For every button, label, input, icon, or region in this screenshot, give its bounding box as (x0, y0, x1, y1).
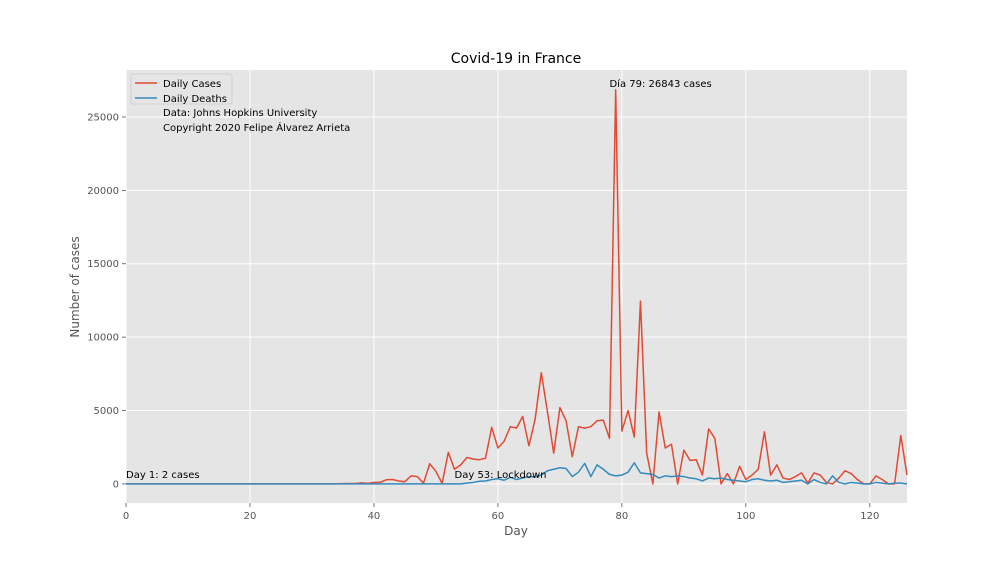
annotation-label: Día 79: 26843 cases (609, 78, 711, 90)
x-tick-label: 20 (244, 511, 257, 522)
x-tick-label: 40 (368, 511, 381, 522)
x-tick-label: 100 (736, 511, 755, 522)
y-tick-label: 5000 (94, 406, 119, 417)
annotation-label: Day 1: 2 cases (126, 470, 200, 481)
x-axis-ticks: 0 20 40 60 80 100 120 (123, 503, 879, 522)
y-axis-label: Number of cases (68, 236, 82, 337)
grid-lines (125, 70, 907, 503)
y-tick-label: 20000 (87, 186, 119, 197)
series-lines (125, 89, 908, 485)
y-tick-label: 0 (113, 479, 119, 490)
plot-area (126, 70, 907, 503)
y-tick-label: 10000 (87, 333, 119, 344)
series-line-daily-deaths (126, 462, 908, 485)
x-tick-label: 0 (123, 511, 129, 522)
annotations: Día 79: 26843 cases Day 1: 2 cases Day 53:… (126, 78, 712, 481)
y-tick-label: 25000 (87, 112, 119, 123)
y-axis-ticks: 0 5000 10000 15000 20000 25000 (87, 112, 126, 490)
chart-title: Covid-19 in France (451, 51, 581, 67)
x-tick-label: 60 (492, 511, 505, 522)
legend-box (130, 73, 233, 105)
legend: Daily Cases Daily Deaths Data: Johns Hop… (130, 73, 350, 134)
legend-label-cases: Daily Cases (163, 79, 221, 90)
annotation-label: Day 53: Lockdown (455, 470, 547, 481)
x-tick-label: 80 (616, 511, 629, 522)
x-axis-label: Day (504, 524, 528, 538)
legend-label-deaths: Daily Deaths (163, 94, 227, 105)
legend-note-data-source: Data: Johns Hopkins University (163, 108, 317, 119)
legend-note-copyright: Copyright 2020 Felipe Álvarez Arrieta (163, 121, 350, 134)
y-tick-label: 15000 (87, 259, 119, 270)
x-tick-label: 120 (860, 511, 879, 522)
